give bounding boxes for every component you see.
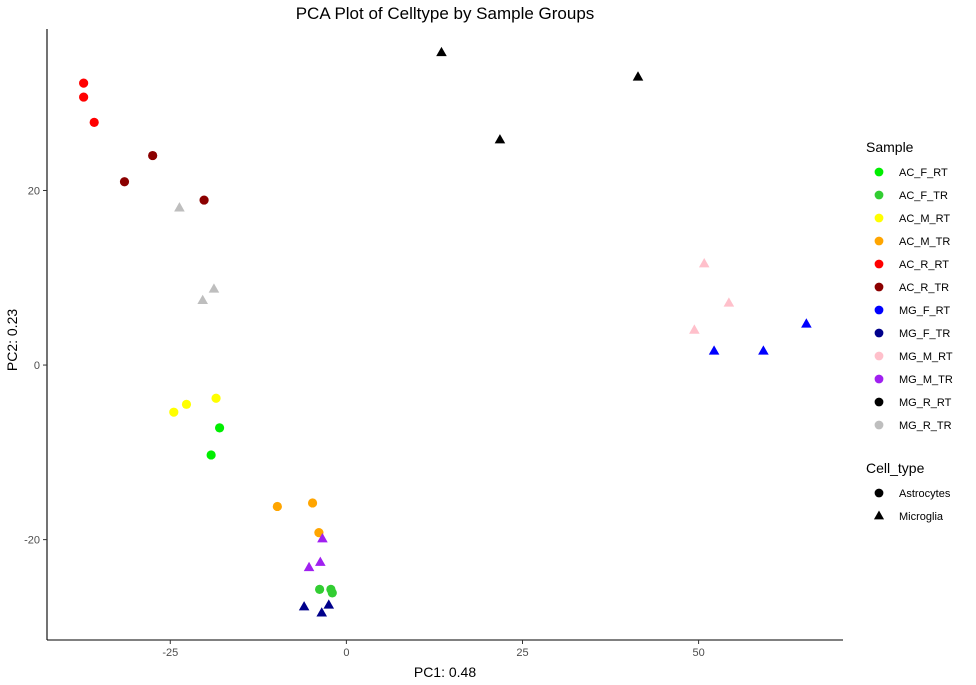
- astrocyte-ac-m-rt-point: [181, 399, 192, 409]
- legend-key-ac-r-tr: [874, 282, 884, 292]
- microglia-mg-f-tr-point: [323, 599, 335, 609]
- y-axis-label: PC2: 0.23: [4, 309, 20, 371]
- astrocyte-ac-r-rt-point: [79, 78, 89, 88]
- legend-label: MG_F_TR: [899, 328, 950, 340]
- legend-key-ac-f-rt: [874, 167, 884, 177]
- legend-title: Sample: [866, 139, 914, 155]
- chart-title: PCA Plot of Celltype by Sample Groups: [296, 4, 595, 23]
- astrocyte-ac-m-rt-point: [211, 393, 221, 403]
- x-tick-label: -25: [162, 647, 178, 659]
- astrocyte-ac-r-tr-point: [199, 195, 209, 205]
- legend-key-mg-f-rt: [874, 305, 884, 315]
- astrocyte-ac-f-rt-point: [214, 423, 225, 433]
- microglia-mg-r-rt-point: [436, 46, 447, 57]
- x-tick-label: 50: [692, 647, 704, 659]
- legend-key-mg-m-tr: [874, 374, 884, 384]
- microglia-mg-r-tr-point: [174, 202, 185, 212]
- legend-label: MG_M_RT: [899, 351, 953, 363]
- microglia-mg-m-tr-point: [317, 532, 328, 543]
- legend-label: AC_F_RT: [899, 167, 948, 179]
- y-tick-label: 20: [28, 185, 40, 197]
- legend-label: AC_M_RT: [899, 213, 950, 225]
- x-tick-label: 0: [343, 647, 349, 659]
- legend-key-astrocytes: [874, 488, 884, 498]
- astrocyte-ac-m-tr-point: [272, 501, 282, 512]
- astrocyte-ac-f-tr-point: [327, 588, 337, 598]
- y-tick-label: 0: [34, 360, 40, 372]
- astrocyte-ac-r-tr-point: [119, 177, 130, 187]
- data-points: [79, 46, 812, 617]
- legend-key-mg-r-tr: [874, 420, 884, 430]
- astrocyte-ac-f-tr-point: [315, 584, 325, 594]
- legend-key-ac-m-rt: [874, 213, 884, 223]
- astrocyte-ac-r-rt-point: [79, 92, 89, 102]
- microglia-mg-m-tr-point: [315, 556, 326, 566]
- legend-label: AC_R_RT: [899, 259, 949, 271]
- legend-label: Microglia: [899, 511, 944, 523]
- astrocyte-ac-m-tr-point: [307, 498, 318, 508]
- legend-label: MG_M_TR: [899, 374, 953, 386]
- x-tick-label: 25: [516, 647, 528, 659]
- microglia-mg-r-tr-point: [208, 283, 220, 293]
- x-axis-label: PC1: 0.48: [414, 664, 476, 680]
- astrocyte-ac-m-rt-point: [169, 407, 179, 417]
- legend-label: AC_M_TR: [899, 236, 950, 248]
- legend-title: Cell_type: [866, 460, 925, 476]
- legend-label: MG_F_RT: [899, 305, 950, 317]
- legend-key-ac-m-tr: [874, 236, 884, 246]
- microglia-mg-f-rt-point: [801, 318, 812, 328]
- microglia-mg-f-tr-point: [316, 607, 328, 617]
- legend-label: Astrocytes: [899, 488, 951, 500]
- legend-label: AC_F_TR: [899, 190, 948, 202]
- legend: Sample AC_F_RT AC_F_TR AC_M_RT AC_M_TR AC_R_R…: [866, 139, 953, 523]
- astrocyte-ac-r-rt-point: [89, 117, 99, 127]
- y-tick-label: -20: [24, 535, 40, 547]
- microglia-mg-r-rt-point: [494, 134, 506, 144]
- microglia-mg-f-tr-point: [298, 601, 310, 611]
- astrocyte-ac-m-tr-point: [314, 528, 324, 538]
- legend-key-ac-f-tr: [874, 190, 884, 200]
- legend-key-microglia: [873, 510, 885, 520]
- microglia-mg-m-rt-point: [689, 324, 700, 334]
- astrocyte-ac-r-tr-point: [148, 150, 158, 161]
- legend-label: AC_R_TR: [899, 282, 949, 294]
- legend-label: MG_R_RT: [899, 397, 952, 409]
- microglia-mg-m-rt-point: [723, 297, 735, 307]
- microglia-mg-r-tr-point: [197, 294, 208, 305]
- axes: -25 0 25 50 -20 0 20: [24, 29, 843, 659]
- microglia-mg-f-rt-point: [708, 345, 720, 355]
- legend-key-mg-f-tr: [874, 328, 884, 338]
- microglia-mg-f-rt-point: [758, 345, 769, 355]
- legend-key-mg-r-rt: [874, 397, 884, 407]
- astrocyte-ac-f-rt-point: [206, 450, 216, 460]
- legend-key-ac-r-rt: [874, 259, 884, 269]
- legend-label: MG_R_TR: [899, 420, 952, 432]
- microglia-mg-r-rt-point: [632, 71, 644, 81]
- microglia-mg-m-rt-point: [698, 258, 710, 268]
- microglia-mg-m-tr-point: [303, 561, 315, 572]
- legend-key-mg-m-rt: [874, 351, 884, 361]
